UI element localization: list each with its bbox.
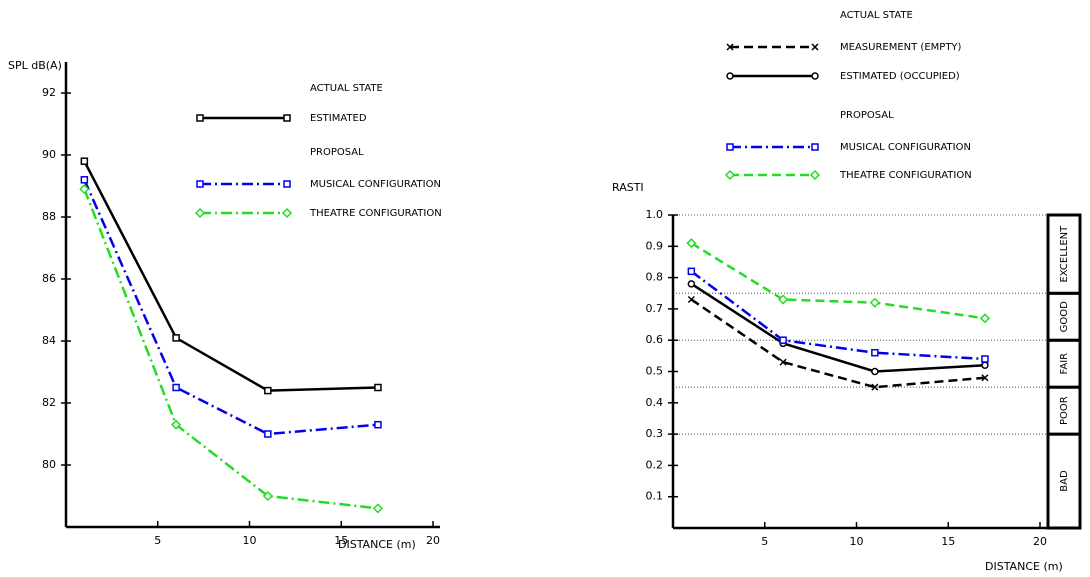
y-tick-label: 92: [42, 86, 56, 99]
legend-heading: PROPOSAL: [840, 110, 894, 121]
marker: [196, 114, 204, 122]
legend-label: ESTIMATED: [310, 113, 367, 124]
marker: [726, 72, 734, 80]
y-axis-label: SPL dB(A): [8, 59, 62, 72]
marker: [811, 43, 819, 51]
marker: [724, 169, 736, 181]
y-tick-label: 1.0: [646, 208, 664, 221]
band-label: FAIR: [1059, 353, 1070, 375]
y-tick-label: 0.8: [646, 271, 664, 284]
marker: [264, 430, 272, 438]
marker: [686, 238, 697, 249]
marker: [262, 490, 273, 502]
marker: [811, 143, 819, 151]
band-label: GOOD: [1059, 301, 1070, 332]
y-tick-label: 88: [42, 210, 56, 223]
marker: [171, 419, 182, 430]
legend-heading: ACTUAL STATE: [840, 10, 913, 21]
y-tick-label: 84: [42, 334, 56, 347]
legend-label: MUSICAL CONFIGURATION: [310, 179, 441, 190]
series-line: [83, 188, 379, 510]
marker: [194, 207, 206, 219]
marker: [779, 336, 787, 344]
legend-heading: ACTUAL STATE: [310, 83, 383, 94]
legend-label: THEATRE CONFIGURATION: [309, 208, 442, 219]
y-tick-label: 80: [42, 458, 56, 471]
marker: [779, 358, 787, 366]
marker: [726, 43, 734, 51]
marker: [726, 143, 734, 151]
y-tick-label: 0.3: [646, 427, 664, 440]
band: [1046, 385, 1082, 436]
marker: [264, 386, 272, 395]
x-tick-label: 20: [426, 534, 440, 547]
marker: [871, 348, 879, 357]
y-tick-label: 86: [42, 272, 56, 285]
marker: [809, 169, 821, 181]
legend-label: MEASUREMENT (EMPTY): [840, 42, 962, 53]
x-tick-label: 10: [243, 534, 257, 547]
y-axis-label: RASTI: [612, 181, 644, 194]
y-tick-label: 90: [42, 148, 56, 161]
marker: [981, 355, 989, 363]
marker: [687, 280, 696, 288]
marker: [79, 184, 90, 195]
legend-label: THEATRE CONFIGURATION: [839, 170, 972, 181]
y-tick-label: 82: [42, 396, 56, 409]
x-tick-label: 15: [941, 535, 955, 548]
marker: [981, 361, 989, 369]
marker: [196, 180, 204, 188]
marker: [172, 383, 180, 392]
series-line: [690, 242, 986, 320]
legend-heading: PROPOSAL: [310, 147, 364, 158]
band-label: EXCELLENT: [1059, 225, 1070, 283]
series-line: [690, 282, 986, 373]
series-line: [83, 160, 378, 392]
y-tick-label: 0.7: [646, 302, 664, 315]
marker: [811, 72, 819, 80]
marker: [687, 267, 696, 276]
x-axis-label: DISTANCE (m): [338, 538, 416, 551]
marker: [80, 157, 89, 165]
band-label: POOR: [1059, 396, 1070, 425]
marker: [281, 207, 293, 219]
band: [1046, 432, 1082, 530]
series-line: [83, 179, 379, 436]
legend-label: ESTIMATED (OCCUPIED): [840, 71, 960, 82]
marker: [372, 503, 384, 514]
y-tick-label: 0.9: [646, 239, 664, 252]
x-tick-label: 20: [1033, 535, 1047, 548]
y-tick-label: 0.1: [646, 490, 664, 503]
series-line: [690, 298, 986, 389]
band: [1046, 213, 1082, 295]
marker: [80, 176, 89, 184]
series-line: [690, 270, 986, 361]
y-tick-label: 0.4: [646, 396, 664, 409]
marker: [374, 420, 382, 429]
marker: [869, 297, 880, 308]
y-tick-label: 0.6: [646, 333, 664, 346]
y-tick-label: 0.2: [646, 458, 664, 471]
marker: [283, 114, 291, 122]
marker: [778, 294, 789, 305]
x-tick-label: 10: [850, 535, 864, 548]
x-tick-label: 5: [761, 535, 768, 548]
legend-label: MUSICAL CONFIGURATION: [840, 142, 971, 153]
marker: [871, 367, 879, 376]
x-tick-label: 15: [334, 534, 348, 547]
x-axis-label: DISTANCE (m): [985, 560, 1063, 573]
x-tick-label: 5: [154, 534, 161, 547]
band: [1046, 291, 1082, 342]
marker: [283, 180, 291, 188]
marker: [687, 295, 695, 304]
marker: [374, 383, 382, 392]
marker: [979, 313, 991, 324]
marker: [172, 334, 180, 342]
y-tick-label: 0.5: [646, 365, 664, 378]
band-label: BAD: [1059, 470, 1070, 492]
marker: [871, 383, 879, 391]
marker: [981, 374, 989, 382]
